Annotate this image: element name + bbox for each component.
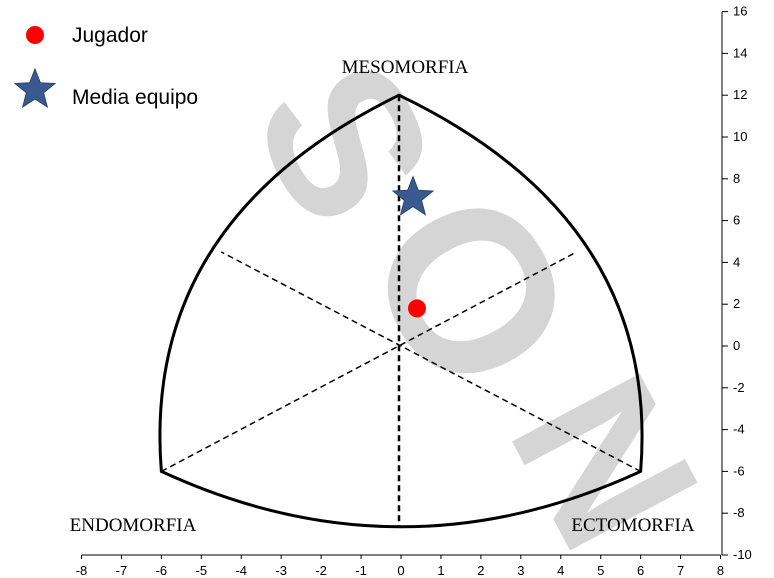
data-marks [391,175,435,318]
watermark-letter: N [466,340,745,578]
x-tick-label: 7 [677,563,684,578]
media-equipo-star [391,175,435,216]
y-tick-label: -10 [733,547,752,562]
x-tick-label: 6 [637,563,644,578]
x-tick-label: 3 [517,563,524,578]
x-tick-label: 2 [477,563,484,578]
somatochart-triangle [158,93,644,529]
watermark: SON [208,25,744,578]
legend-label-jugador: Jugador [72,24,148,47]
x-tick-label: -4 [235,563,247,578]
y-tick-label: 6 [733,213,740,228]
legend-label-media-equipo: Media equipo [72,86,198,109]
y-tick-label: 10 [733,129,747,144]
ectomorphy-axis-line [220,251,641,473]
legend-marker-jugador [26,26,44,44]
y-tick-label: 0 [733,338,740,353]
x-tick-label: 4 [557,563,564,578]
legend: Jugador Media equipo [13,24,198,109]
x-tick-label: -1 [355,563,367,578]
x-tick-label: 5 [597,563,604,578]
x-tick-label: -7 [116,563,128,578]
jugador-point [407,299,426,318]
y-tick-label: 4 [733,254,740,269]
vertex-label-left: ENDOMORFIA [70,515,197,536]
y-tick-label: -4 [733,422,745,437]
y-tick-label: 16 [733,4,747,19]
vertex-label-top: MESOMORFIA [342,57,469,78]
y-tick-label: 2 [733,296,740,311]
y-tick-label: -6 [733,463,745,478]
x-tick-label: -2 [315,563,327,578]
y-tick-label: 8 [733,171,740,186]
x-tick-label: -5 [196,563,208,578]
x-tick-label: -3 [275,563,287,578]
x-tick-label: -8 [76,563,88,578]
endomorphy-axis-line [161,251,578,473]
triangle-outline [158,93,644,529]
x-tick-label: 1 [437,563,444,578]
y-tick-label: 14 [733,45,747,60]
x-tick-label: 8 [717,563,724,578]
y-tick-label: -8 [733,505,745,520]
vertex-label-right: ECTOMORFIA [571,515,694,536]
x-tick-label: -6 [156,563,168,578]
legend-marker-media-equipo [13,67,57,109]
y-tick-label: 12 [733,87,747,102]
y-tick-label: -2 [733,380,745,395]
x-tick-label: 0 [397,563,404,578]
vertex-labels: MESOMORFIA ENDOMORFIA ECTOMORFIA [70,57,695,536]
